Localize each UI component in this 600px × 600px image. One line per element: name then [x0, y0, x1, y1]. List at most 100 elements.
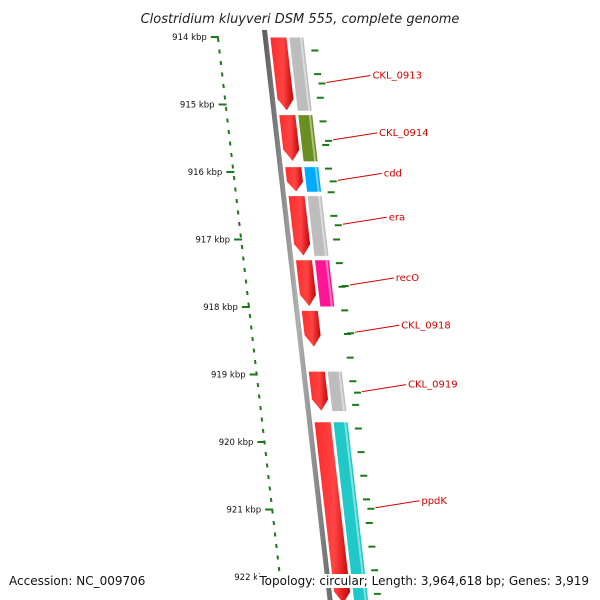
cds-arrow [313, 421, 352, 600]
cog-highlight [325, 259, 333, 308]
gene-label: recO [396, 273, 420, 284]
gc-skew-dot [247, 302, 250, 307]
tick-label: 917 kbp [195, 236, 230, 246]
gene-label: cdd [384, 168, 402, 179]
gc-skew-dot [244, 279, 248, 284]
gc-skew-dot [259, 405, 262, 411]
label-leader [332, 132, 378, 141]
label-leader [326, 75, 371, 83]
cog-block [303, 166, 323, 193]
accession-text: Accession: NC_009706 [7, 574, 148, 588]
gc-skew-dot [238, 221, 241, 227]
gc-skew-dot [269, 497, 273, 503]
gc-skew-dot [234, 187, 237, 192]
label-leader [349, 277, 394, 286]
gc-skew-dot [257, 394, 261, 399]
backbone-strip [262, 30, 333, 600]
cog-block [297, 114, 319, 163]
cog-highlight [314, 166, 320, 193]
map-title: Clostridium kluyveri DSM 555, complete g… [141, 12, 460, 27]
label-leader [361, 384, 407, 393]
cog-block [288, 36, 313, 112]
cds-arrow [278, 114, 301, 163]
tick-label: 915 kbp [180, 101, 215, 111]
gc-skew-dot [216, 37, 220, 43]
gc-skew-dot [242, 256, 245, 261]
cog-highlight [318, 195, 328, 257]
gc-skew-dot [228, 141, 232, 146]
gene-label: CKL_0918 [401, 320, 451, 331]
cog-highlight [344, 421, 367, 600]
label-leader [342, 216, 387, 225]
gc-skew-dot [249, 325, 253, 330]
backbone-track [262, 30, 333, 600]
gc-skew-dot [276, 555, 280, 560]
gc-skew-dot [235, 198, 239, 204]
tick-label: 914 kbp [172, 33, 207, 43]
tick-label: 922 kbp [234, 573, 269, 583]
cog-block [313, 259, 336, 308]
gc-skew-dot [243, 267, 246, 273]
tick-label: 921 kbp [227, 506, 262, 516]
gc-skew-dot [251, 336, 254, 342]
gc-skew-dot [277, 566, 281, 572]
gene-label: ppdK [421, 496, 447, 507]
gene-label: CKL_0913 [372, 71, 422, 82]
gc-skew-dot [232, 175, 236, 181]
gc-skew-dot [236, 210, 240, 215]
gc-skew-dot [246, 290, 249, 296]
cds-arrow [307, 370, 330, 413]
gc-skew-dot [272, 520, 276, 526]
cds-arrow [269, 36, 295, 113]
gc-skew-dot [227, 129, 231, 135]
gene-label: era [389, 212, 405, 223]
cds-arrow [284, 166, 304, 194]
cds-arrow [300, 309, 322, 349]
gc-skew-dot [223, 95, 227, 100]
cog-highlight [299, 36, 311, 112]
gene-label: CKL_0914 [379, 128, 429, 139]
gc-skew-dot [219, 60, 223, 66]
cog-highlight [308, 114, 317, 162]
gc-skew-dot [256, 382, 260, 388]
cog-block [326, 370, 348, 413]
gc-skew-dot [230, 152, 233, 158]
tick-label: 919 kbp [211, 371, 246, 381]
gc-skew-dot [261, 428, 265, 434]
gc-skew-dot [273, 532, 277, 537]
gc-skew-dot [239, 233, 242, 238]
cds-arrow [294, 259, 317, 308]
gc-skew-dot [231, 164, 235, 169]
tick-label: 916 kbp [188, 168, 223, 178]
gc-skew-dot [268, 486, 272, 491]
scale-ticks: 914 kbp 915 kbp 916 kbp 917 kbp 918 kbp 919 k… [172, 33, 281, 583]
cog-block [332, 421, 370, 600]
gc-skew-dot [265, 463, 269, 468]
gc-skew-dot [240, 244, 244, 250]
gene-label: CKL_0919 [408, 380, 458, 391]
tick-label: 920 kbp [219, 438, 254, 448]
cog-block [306, 195, 330, 257]
gc-skew-dot [220, 72, 224, 77]
gc-skew-dot [264, 451, 268, 457]
gc-skew-dot [275, 543, 278, 549]
gc-skew-dot [248, 313, 252, 319]
gene-track [269, 36, 370, 600]
label-leader [337, 172, 382, 181]
cds-arrow [287, 195, 312, 258]
gc-skew-dot [267, 474, 270, 480]
label-leader [375, 500, 420, 509]
gc-skew-dot [224, 106, 228, 112]
gc-skew-dot [252, 348, 256, 353]
tick-label: 918 kbp [203, 303, 238, 313]
label-leader [355, 324, 400, 333]
gc-skew-track [216, 37, 281, 572]
cog-highlight [338, 371, 345, 412]
gc-skew-dot [222, 83, 225, 89]
gc-skew-dot [260, 417, 264, 422]
topology-text: Topology: circular; Length: 3,964,618 bp… [257, 574, 591, 588]
gc-skew-dot [226, 118, 229, 123]
gc-skew-dot [253, 359, 257, 365]
